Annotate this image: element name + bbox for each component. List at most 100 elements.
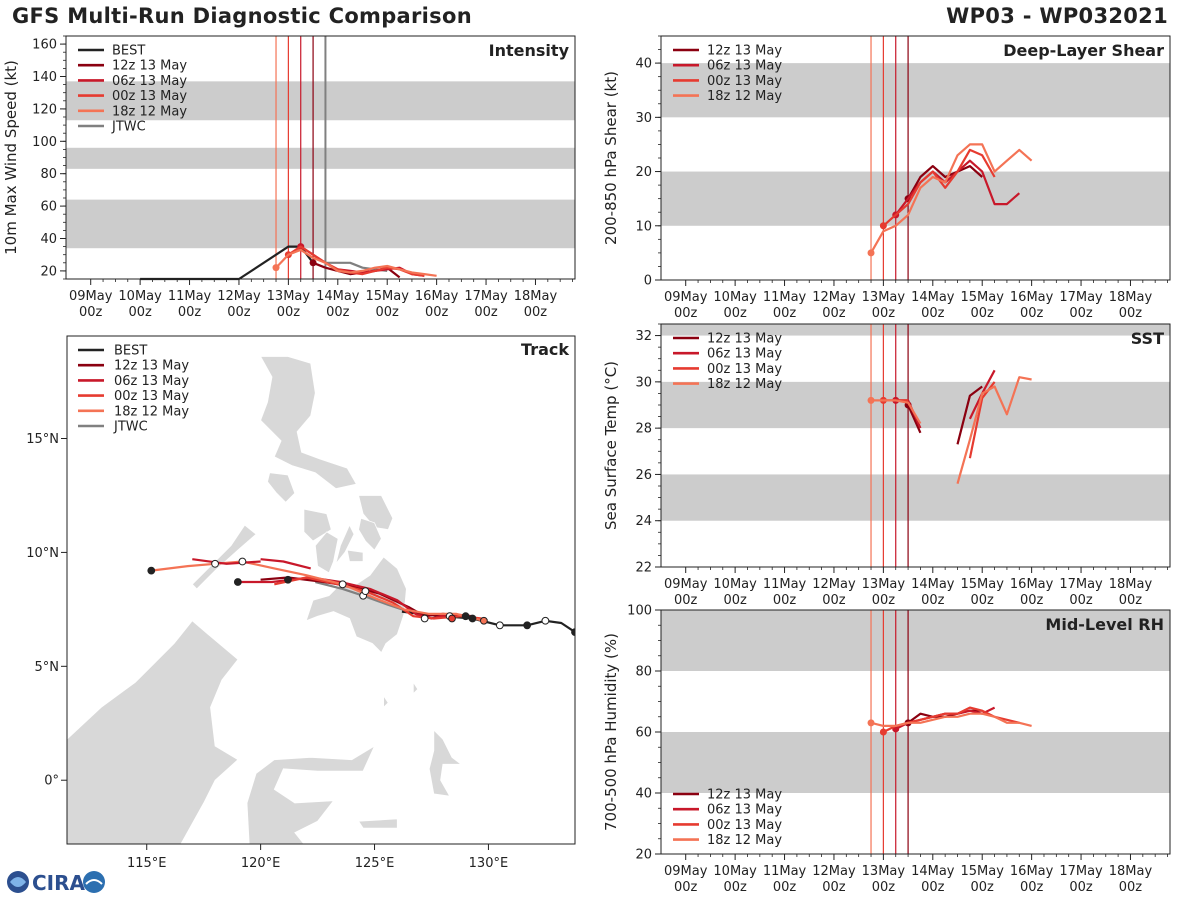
shear-ylabel: 200-850 hPa Shear (kt): [602, 71, 620, 245]
track-line-06z-13-may-extension: [260, 558, 311, 570]
sst-plot: 22242628303209May00z10May00z11May00z12Ma…: [602, 323, 1171, 608]
page-title: GFS Multi-Run Diagnostic Comparison: [12, 4, 472, 28]
sst-ytick-label: 24: [635, 514, 652, 529]
shear-series-18z-12-may: [870, 143, 1033, 254]
sst-frame: [660, 323, 1171, 568]
land-sula: [357, 818, 398, 829]
intensity-ylabel: 10m Max Wind Speed (kt): [2, 60, 20, 255]
land-bohol: [346, 549, 364, 562]
cira-logo-text: CIRA: [32, 871, 86, 895]
sst-chart: 22242628303209May00z10May00z11May00z12Ma…: [602, 323, 1171, 608]
intensity-legend-label-jtwc: JTWC: [111, 120, 146, 135]
intensity-band-1: [66, 147, 575, 169]
shear-xtick-label-date: 10May: [713, 290, 757, 305]
track-legend-entry: 18z 12 May: [78, 404, 189, 419]
track-lines: [147, 557, 575, 637]
intensity-chart: 2040608010012014016009May00z10May00z11Ma…: [2, 35, 576, 320]
shear-xtick-label-date: 16May: [1010, 290, 1054, 305]
intensity-xtick-label-hour: 00z: [128, 305, 152, 320]
track-marker-18z-12-may: [338, 580, 347, 589]
sst-xtick-label-hour: 00z: [822, 593, 846, 608]
rh-series-18z-12-may: [870, 712, 1032, 727]
intensity-xtick-label-hour: 00z: [425, 305, 449, 320]
shear-xtick-label-date: 15May: [961, 290, 1005, 305]
cira-logo-swirl: [10, 877, 26, 887]
intensity-start-point-12z-13-may: [309, 259, 317, 267]
track-line-18z-12-may: [151, 560, 485, 622]
intensity-legend-label-00z-13-may: 00z 13 May: [112, 89, 187, 104]
sst-xtick-label-hour: 00z: [1020, 593, 1044, 608]
rh-legend-label-06z-13-may: 06z 13 May: [707, 803, 782, 818]
shear-xtick-label-hour: 00z: [822, 306, 846, 321]
intensity-plot: 2040608010012014016009May00z10May00z11Ma…: [2, 35, 576, 320]
intensity-series-18z-12-may: [275, 248, 437, 277]
rh-xtick-label-hour: 00z: [1119, 880, 1143, 895]
intensity-xtick-label-date: 13May: [267, 289, 311, 304]
shear-xtick-label-date: 18May: [1109, 290, 1153, 305]
sst-xtick-label-hour: 00z: [971, 593, 995, 608]
land-leyte: [358, 517, 382, 551]
land-sangihe: [383, 694, 389, 709]
intensity-xtick-label-date: 14May: [316, 289, 360, 304]
track-map: 115°E 120°E 125°E 130°E 0° 5°N 10°N 15°N Track BE…: [26, 335, 576, 871]
intensity-legend-label-18z-12-may: 18z 12 May: [112, 104, 187, 119]
shear-start-point-18z-12-may: [867, 249, 875, 257]
shear-xtick-label-date: 14May: [911, 290, 955, 305]
sst-ytick-label: 30: [635, 375, 652, 390]
sst-legend-label-18z-12-may: 18z 12 May: [707, 377, 782, 392]
rh-xtick-label-date: 12May: [812, 864, 856, 879]
shear-ytick-label: 20: [635, 165, 652, 180]
rh-xtick-label-date: 09May: [664, 864, 708, 879]
land-layer: [67, 336, 575, 844]
rh-title: Mid-Level RH: [1045, 615, 1164, 634]
intensity-xtick-label-date: 11May: [168, 289, 212, 304]
intensity-xtick-label-date: 15May: [366, 289, 410, 304]
sst-ytick-label: 26: [635, 468, 652, 483]
track-legend-label-06z-13-may: 06z 13 May: [114, 374, 189, 389]
shear-xtick-label-date: 11May: [763, 290, 807, 305]
sst-xtick-label-date: 18May: [1109, 577, 1153, 592]
shear-xtick-label-date: 13May: [862, 290, 906, 305]
sst-xtick-label-date: 17May: [1059, 577, 1103, 592]
land-palawan: [191, 524, 257, 590]
track-legend-label-12z-13-may: 12z 13 May: [114, 359, 189, 374]
track-line-12z-13-may-extension: [192, 558, 261, 565]
land-samar: [358, 495, 394, 531]
sst-xtick-label-hour: 00z: [1119, 593, 1143, 608]
intensity-start-point-18z-12-may: [272, 264, 280, 272]
shear-ytick-label: 40: [635, 57, 652, 72]
intensity-ytick-label: 120: [32, 102, 57, 117]
track-marker-18z-12-may: [147, 566, 156, 575]
land-negros: [314, 531, 339, 574]
land-cebu: [335, 524, 355, 565]
track-title: Track: [521, 340, 569, 359]
track-marker-best: [468, 614, 477, 623]
intensity-frame: [65, 35, 576, 280]
track-marker-best: [523, 621, 532, 630]
intensity-ytick-label: 160: [32, 38, 57, 53]
shear-legend-label-00z-13-may: 00z 13 May: [707, 74, 782, 89]
sst-xtick-label-hour: 00z: [1069, 593, 1093, 608]
rh-ylabel: 700-500 hPa Humidity (%): [602, 633, 620, 831]
sst-xtick-label-hour: 00z: [921, 593, 945, 608]
track-marker-18z-12-may: [479, 616, 488, 625]
land-panay: [303, 508, 332, 542]
rh-band-1: [661, 610, 1170, 671]
rh-xtick-label-date: 16May: [1010, 864, 1054, 879]
intensity-ytick-label: 100: [32, 135, 57, 150]
rh-legend-label-00z-13-may: 00z 13 May: [707, 818, 782, 833]
intensity-xtick-label-date: 16May: [415, 289, 459, 304]
shear-xtick-label-hour: 00z: [1069, 306, 1093, 321]
sst-xtick-label-date: 15May: [961, 577, 1005, 592]
storm-id: WP03 - WP032021: [946, 4, 1168, 28]
intensity-ytick-label: 60: [40, 200, 57, 215]
sst-series-18z-12-may: [871, 376, 1032, 484]
cira-logo-badge: [83, 871, 105, 893]
track-marker-18z-12-may: [211, 559, 219, 568]
track-xtick-label: 125°E: [355, 856, 395, 871]
sst-legend-label-06z-13-may: 06z 13 May: [707, 347, 782, 362]
rh-ytick-label: 20: [635, 848, 652, 863]
intensity-xtick-label-hour: 00z: [227, 305, 251, 320]
land-halmahera: [428, 729, 463, 797]
rh-band-0: [661, 732, 1170, 793]
